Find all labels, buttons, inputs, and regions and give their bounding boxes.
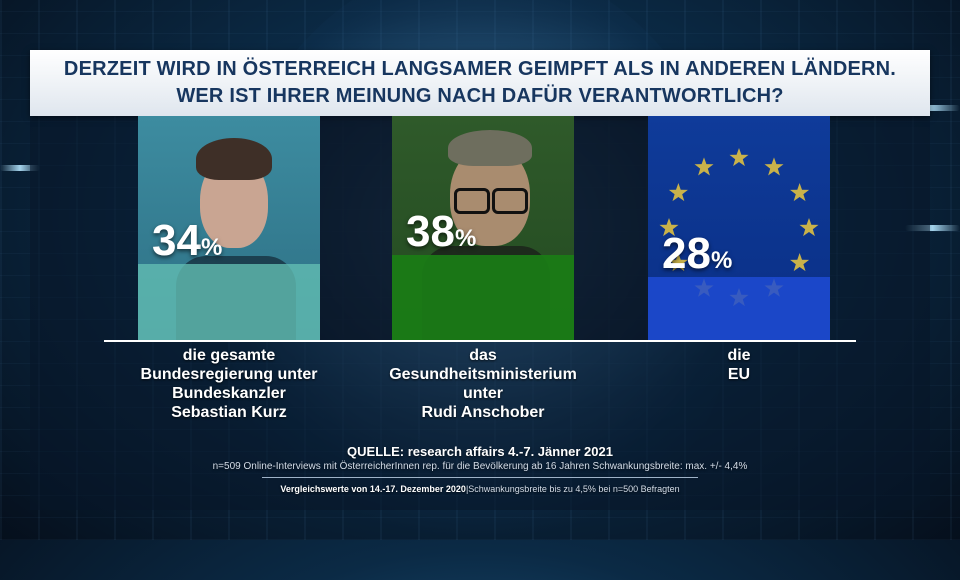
- title-line-1: DERZEIT WIRD IN ÖSTERREICH LANGSAMER GEI…: [63, 58, 897, 80]
- bar-0: [138, 263, 320, 340]
- source-divider: [262, 477, 698, 478]
- percent-sign: %: [200, 233, 223, 261]
- eu-star-icon: [659, 218, 679, 237]
- eu-star-icon: [694, 157, 714, 176]
- eu-star-icon: [668, 253, 688, 272]
- category-label-line: die: [727, 347, 751, 364]
- value-label-0: 34%: [152, 216, 222, 266]
- percent-sign: %: [454, 224, 477, 252]
- comparison-date: Vergleichswerte von 14.-17. Dezember 202…: [280, 484, 466, 494]
- sample-info: n=509 Online-Interviews mit Österreicher…: [212, 461, 748, 472]
- light-streak: [0, 165, 40, 171]
- eu-star-icon: [729, 148, 749, 167]
- light-streak: [905, 225, 960, 231]
- category-label-line: Bundesregierung unter: [140, 366, 318, 383]
- category-label-line: unter: [463, 385, 503, 402]
- percent-sign: %: [710, 247, 733, 274]
- value-number: 38: [406, 206, 455, 256]
- value-label-2: 28%: [662, 229, 732, 279]
- category-label-0: die gesamte Bundesregierung unter Bundeska…: [114, 346, 344, 422]
- source-line: QUELLE: research affairs 4.-7. Jänner 20…: [347, 444, 613, 459]
- value-number: 34: [152, 215, 201, 265]
- chart-baseline: [104, 340, 856, 342]
- column-gap: [574, 116, 648, 340]
- bar-2: [648, 277, 830, 340]
- value-number: 28: [662, 229, 711, 278]
- eu-star-icon: [790, 253, 810, 272]
- bar-1: [392, 254, 574, 340]
- eu-star-icon: [790, 183, 810, 202]
- category-label-line: Rudi Anschober: [421, 404, 545, 421]
- eu-star-icon: [764, 157, 784, 176]
- category-label-line: die gesamte: [182, 347, 276, 364]
- title-line-2: WER IST IHRER MEINUNG NACH DAFÜR VERANTW…: [176, 85, 784, 107]
- category-label-line: das: [469, 347, 497, 364]
- comparison-info: Vergleichswerte von 14.-17. Dezember 202…: [0, 484, 960, 494]
- light-streak: [900, 105, 960, 111]
- category-label-line: EU: [727, 366, 751, 383]
- comparison-detail: |Schwankungsbreite bis zu 4,5% bei n=500…: [465, 484, 680, 494]
- value-label-1: 38%: [406, 207, 476, 257]
- category-label-1: das Gesundheitsministerium unter Rudi Ansch…: [368, 346, 598, 422]
- category-label-line: Bundeskanzler: [172, 385, 286, 402]
- category-label-2: die EU: [624, 346, 854, 384]
- category-label-line: Gesundheitsministerium: [389, 366, 577, 383]
- category-label-line: Sebastian Kurz: [171, 404, 287, 421]
- title-bar: DERZEIT WIRD IN ÖSTERREICH LANGSAMER GEI…: [30, 50, 930, 116]
- eu-star-icon: [668, 183, 688, 202]
- eu-star-icon: [799, 218, 819, 237]
- column-gap: [320, 116, 392, 340]
